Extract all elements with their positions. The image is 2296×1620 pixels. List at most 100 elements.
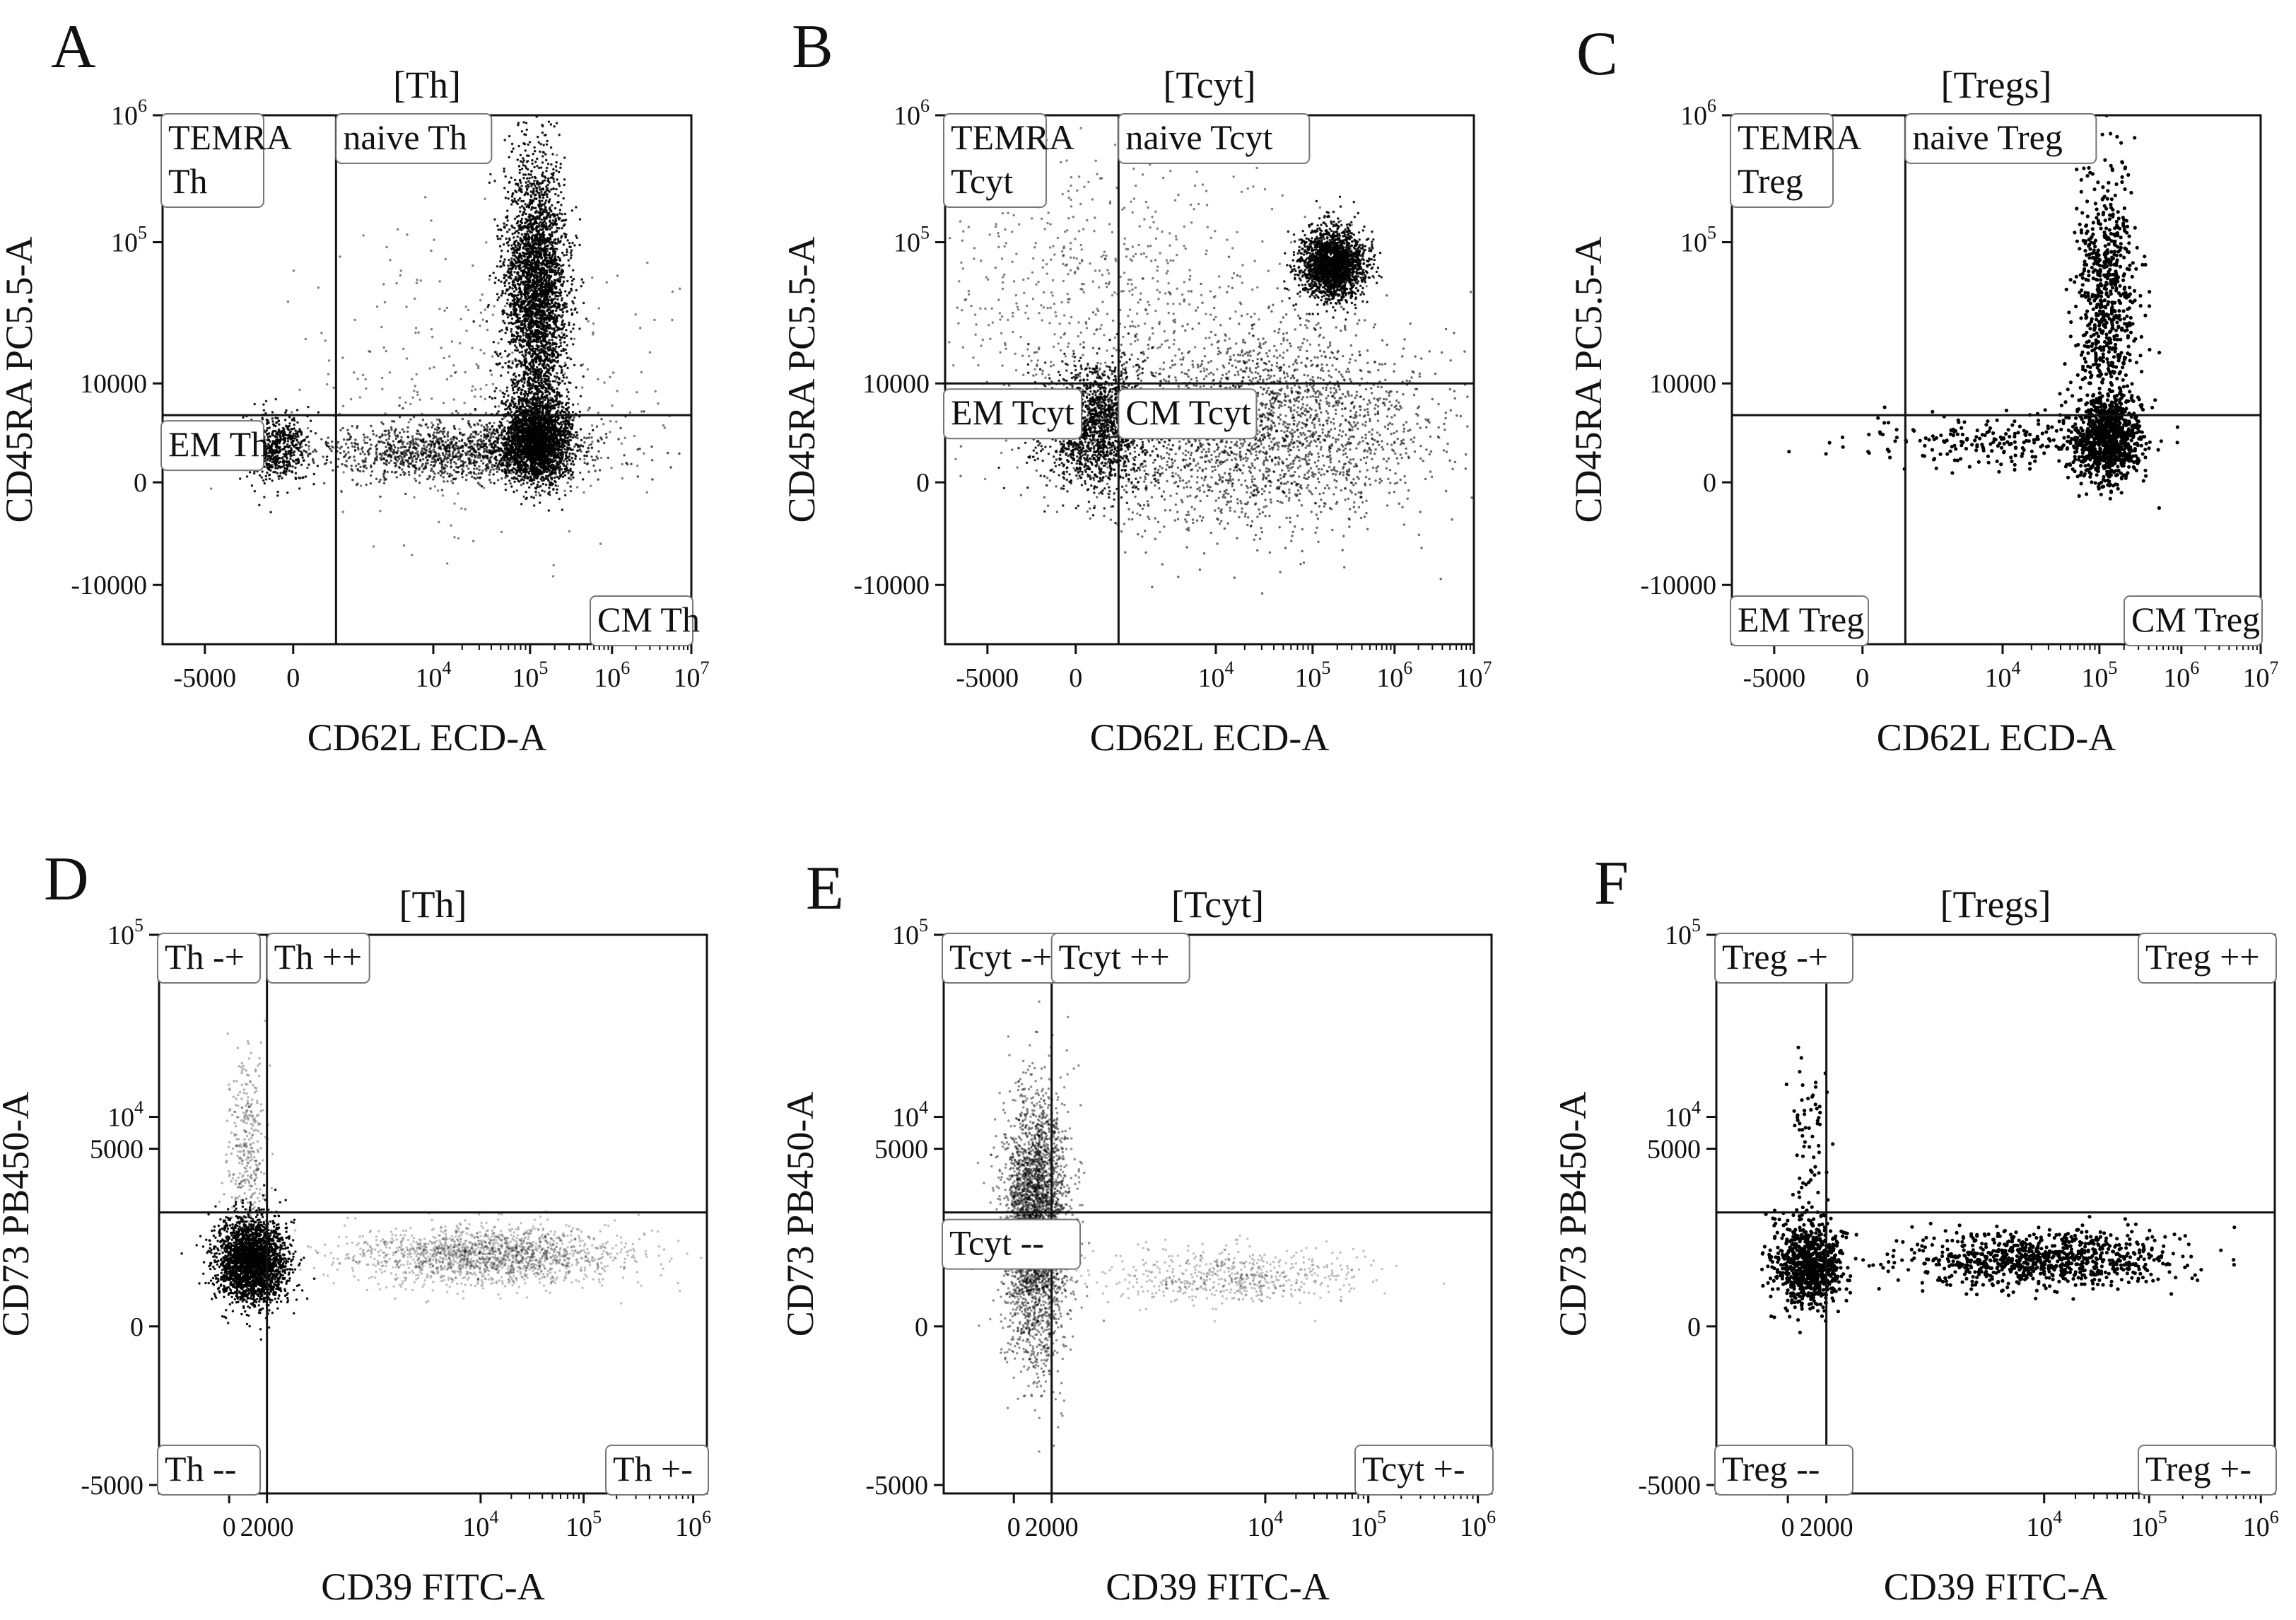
data-point	[515, 337, 518, 340]
data-point	[527, 238, 530, 241]
data-point	[514, 178, 517, 182]
data-point	[535, 262, 538, 266]
data-point	[534, 206, 537, 209]
data-point	[539, 182, 542, 185]
data-point	[544, 255, 547, 259]
data-point	[528, 204, 531, 206]
data-point	[515, 332, 519, 335]
data-point	[520, 503, 523, 506]
data-point	[557, 267, 560, 270]
data-point	[527, 311, 529, 315]
data-point	[541, 289, 545, 291]
data-point	[563, 178, 566, 181]
data-point	[524, 173, 527, 176]
data-point	[511, 193, 514, 196]
data-point	[565, 253, 568, 256]
data-point	[514, 286, 517, 289]
data-point	[512, 298, 515, 302]
data-point	[522, 265, 525, 268]
data-point	[517, 256, 520, 259]
data-point	[527, 284, 529, 287]
data-point	[537, 370, 540, 373]
data-point	[534, 490, 537, 494]
data-point	[563, 276, 566, 279]
data-point	[496, 235, 499, 238]
data-point	[570, 275, 573, 279]
data-point	[539, 238, 541, 241]
data-point	[506, 399, 509, 402]
data-point	[541, 363, 545, 366]
data-point	[554, 484, 557, 487]
data-point	[524, 221, 527, 225]
data-point	[551, 301, 554, 305]
data-point	[502, 262, 505, 265]
data-point	[549, 317, 552, 320]
data-point	[516, 299, 519, 302]
data-point	[527, 168, 529, 171]
data-point	[572, 277, 575, 281]
data-point	[535, 320, 538, 322]
data-point	[510, 327, 513, 331]
data-point	[522, 340, 525, 344]
data-point	[517, 244, 520, 247]
data-point	[554, 360, 557, 363]
data-point	[500, 421, 503, 424]
data-point	[573, 323, 575, 326]
data-point	[532, 243, 535, 245]
plot-title-A: [Th]	[393, 64, 461, 106]
data-point	[542, 277, 546, 280]
data-point	[537, 287, 540, 291]
data-point	[562, 376, 566, 379]
data-point	[520, 365, 522, 368]
data-point	[505, 302, 509, 305]
data-point	[518, 168, 522, 172]
data-point	[549, 327, 552, 330]
data-point	[497, 410, 500, 413]
data-point	[566, 239, 569, 242]
data-point	[534, 334, 537, 337]
data-point	[516, 388, 520, 391]
data-point	[492, 473, 495, 476]
data-point	[537, 385, 539, 388]
data-point	[510, 257, 513, 260]
data-point	[510, 247, 513, 250]
data-point	[513, 217, 517, 220]
data-point	[522, 164, 525, 167]
data-point	[566, 250, 568, 254]
data-point	[539, 188, 541, 191]
data-point	[525, 122, 528, 124]
data-point	[547, 213, 550, 216]
data-point	[533, 246, 537, 249]
data-point	[551, 204, 554, 206]
data-point	[516, 316, 519, 319]
data-point	[556, 387, 558, 390]
data-point	[537, 268, 539, 271]
data-point	[558, 273, 561, 276]
data-point	[532, 112, 534, 115]
data-point	[545, 215, 548, 218]
data-point	[582, 301, 585, 305]
data-point	[554, 423, 557, 426]
data-point	[528, 267, 531, 269]
data-point	[566, 376, 568, 379]
data-point	[546, 250, 549, 252]
data-point	[560, 273, 563, 276]
data-point	[550, 226, 554, 229]
data-point	[510, 321, 512, 324]
data-point	[568, 107, 570, 109]
data-point	[524, 291, 527, 293]
data-point	[532, 256, 536, 260]
data-point	[544, 366, 547, 368]
data-point	[552, 168, 555, 171]
data-point	[528, 226, 531, 228]
data-point	[560, 371, 563, 374]
data-point	[525, 334, 527, 337]
data-point	[506, 271, 509, 274]
data-point	[544, 305, 546, 308]
data-point	[512, 373, 515, 376]
data-point	[553, 303, 556, 306]
data-point	[527, 180, 530, 183]
data-point	[578, 243, 581, 247]
data-point	[537, 281, 540, 284]
